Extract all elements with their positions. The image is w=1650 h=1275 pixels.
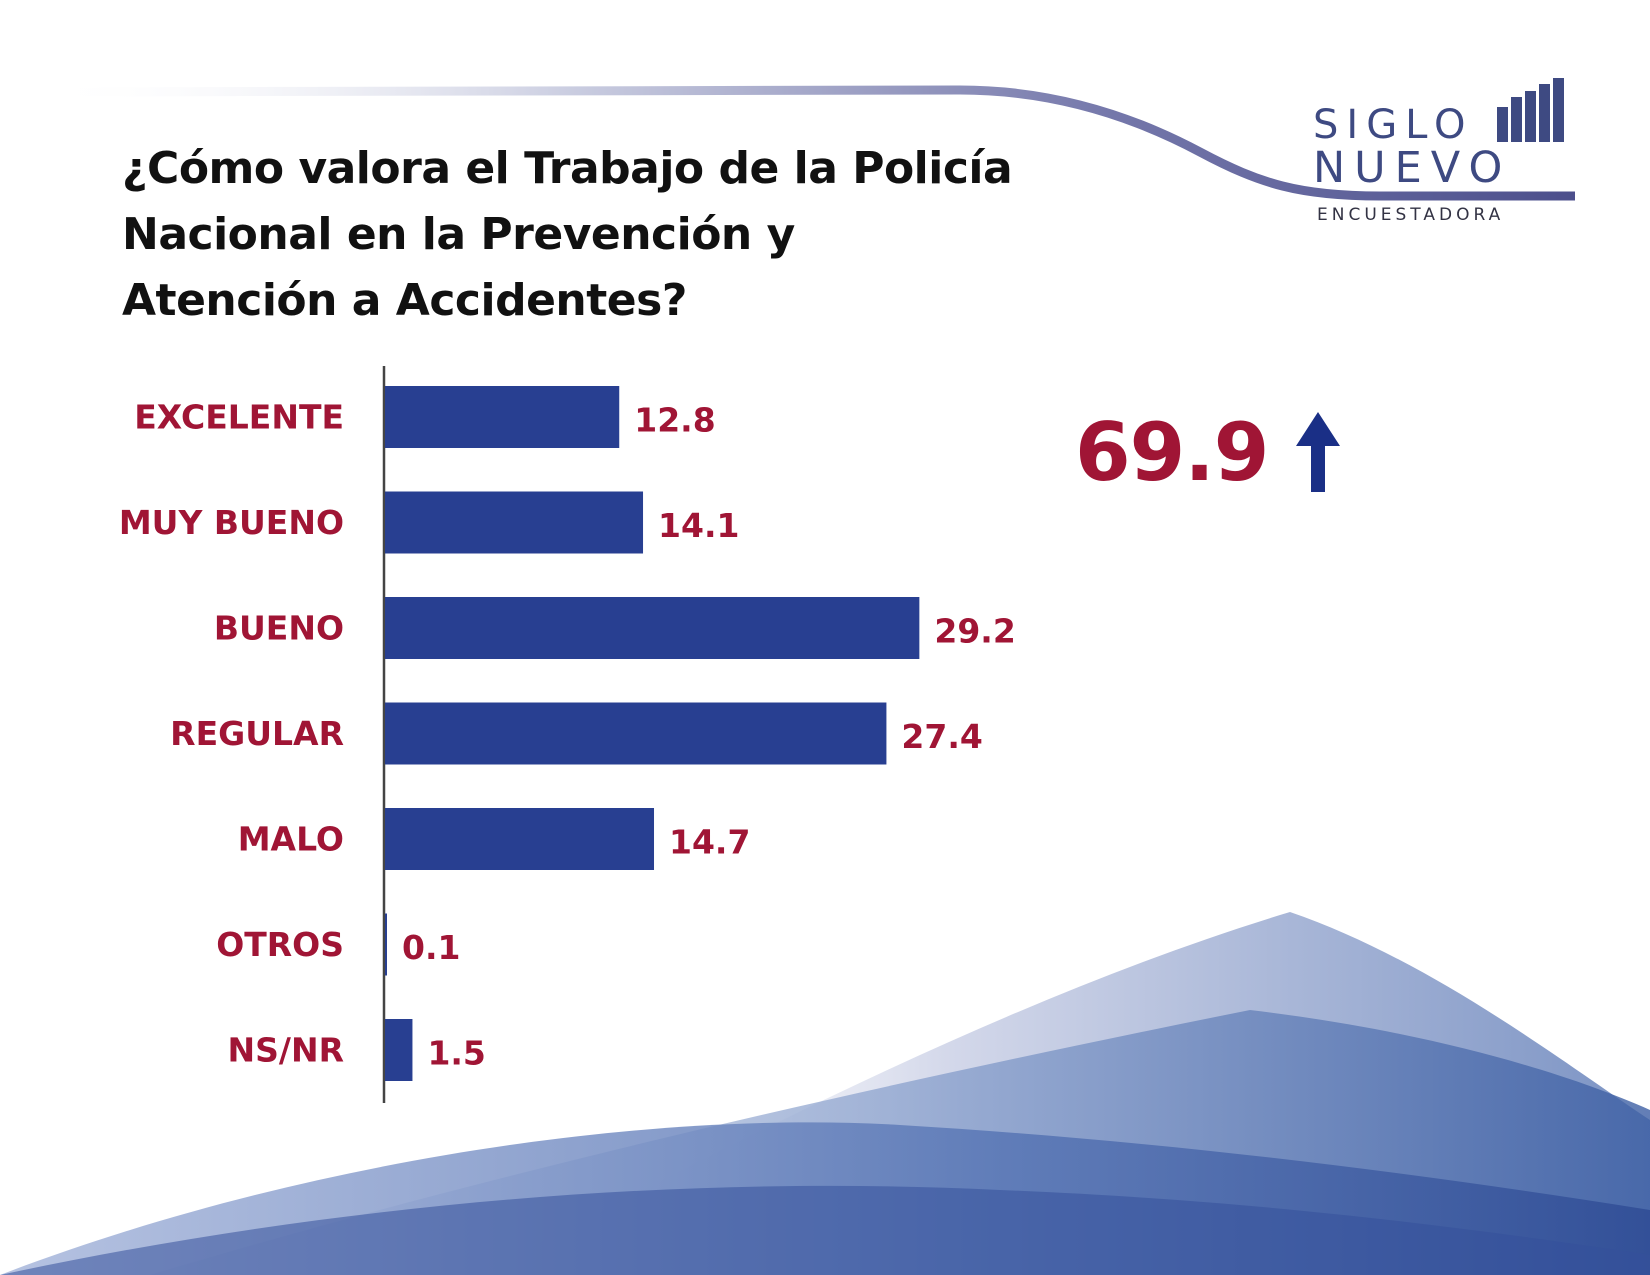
bar-excelente	[385, 386, 620, 448]
category-label: EXCELENTE	[134, 398, 344, 437]
value-label: 27.4	[901, 717, 982, 756]
category-label: MALO	[238, 820, 344, 859]
value-label: 1.5	[427, 1034, 485, 1073]
value-label: 14.7	[669, 823, 750, 862]
bar-regular	[385, 702, 887, 765]
category-label: BUENO	[214, 609, 344, 648]
logo-line-3: ENCUESTADORA	[1317, 205, 1505, 225]
logo-bar	[1539, 84, 1550, 142]
category-label: MUY BUENO	[119, 503, 344, 542]
value-label: 29.2	[934, 612, 1015, 651]
bar-ns-nr	[385, 1019, 413, 1081]
logo-bar	[1553, 78, 1564, 142]
bar-otros	[385, 913, 387, 976]
bar-muy-bueno	[385, 491, 644, 554]
logo-bars-icon	[1497, 78, 1577, 142]
value-label: 14.1	[658, 506, 739, 545]
logo-bar	[1511, 97, 1522, 142]
category-label: REGULAR	[170, 714, 344, 753]
arrow-up-icon	[1296, 412, 1341, 492]
bar-malo	[385, 808, 655, 870]
logo-bar	[1525, 91, 1536, 142]
value-label: 12.8	[634, 401, 715, 440]
bar-bueno	[385, 597, 920, 659]
category-label: NS/NR	[228, 1031, 344, 1070]
category-label: OTROS	[216, 925, 344, 964]
logo-line-2: NUEVO	[1313, 143, 1512, 193]
logo-line-1: SIGLO	[1313, 102, 1474, 148]
siglo-nuevo-logo: SIGLO NUEVO ENCUESTADORA	[1305, 78, 1575, 238]
total-highlight: 69.9	[1075, 402, 1341, 502]
chart-title: ¿Cómo valora el Trabajo de la Policía Na…	[122, 143, 1013, 326]
logo-bar	[1497, 107, 1508, 142]
highlight-value: 69.9	[1075, 405, 1269, 499]
value-label: 0.1	[402, 928, 460, 967]
